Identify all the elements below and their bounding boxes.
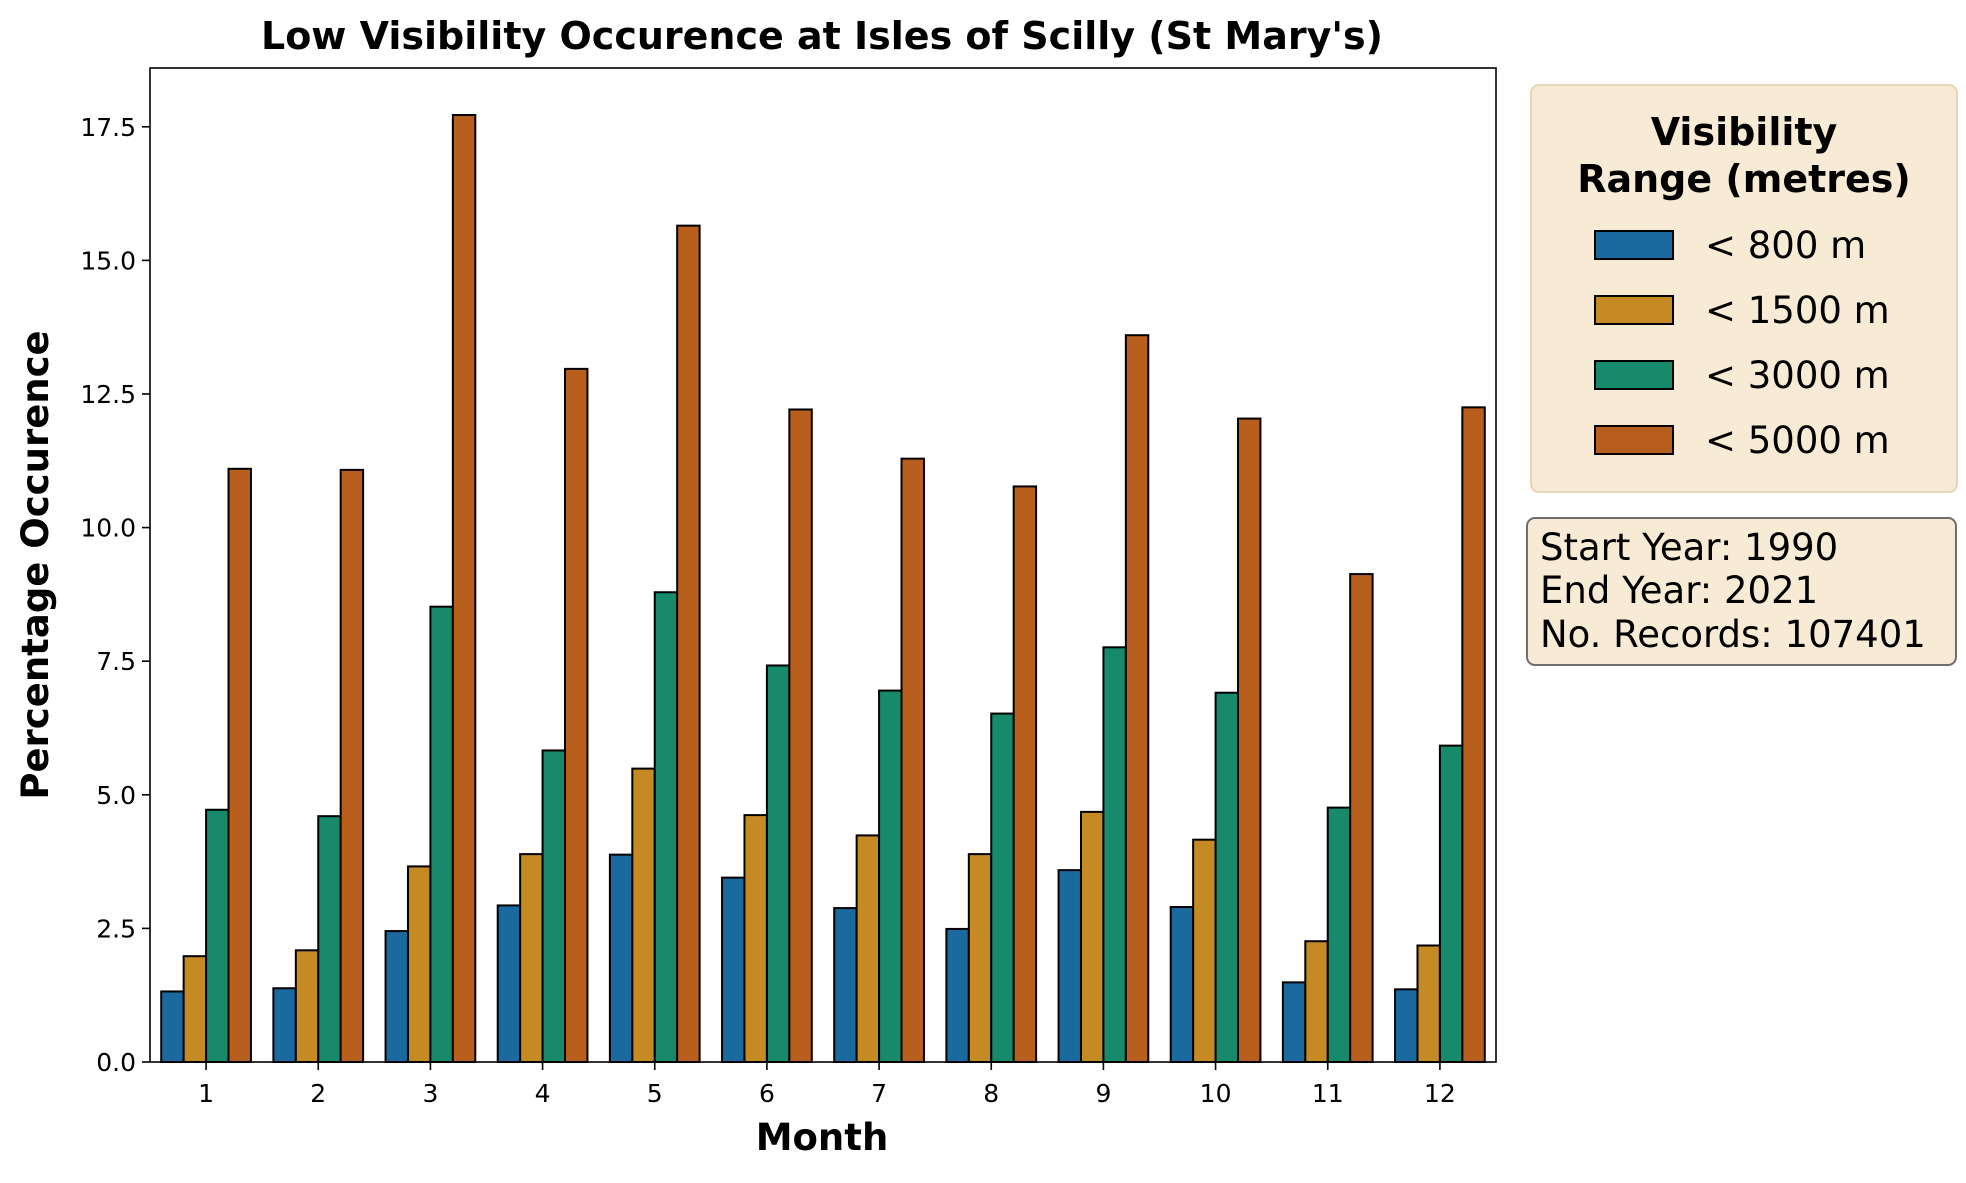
legend-title-line-2: Range (metres): [1577, 157, 1911, 201]
y-tick-label: 5.0: [96, 781, 136, 810]
bar-month-11-series-2: [1326, 806, 1352, 1064]
x-tick-label: 1: [198, 1079, 214, 1108]
y-tick-label: 12.5: [80, 380, 136, 409]
x-axis-label: Month: [756, 1116, 889, 1159]
bar-month-5-series-1: [631, 767, 656, 1063]
bar-month-7-series-3: [900, 457, 925, 1063]
bar-month-9-series-1: [1079, 810, 1105, 1064]
bar-month-1-series-2: [205, 808, 230, 1064]
x-tick-label: 8: [983, 1079, 999, 1108]
bar-month-2-series-2: [317, 815, 342, 1064]
bar-month-10-series-1: [1192, 838, 1217, 1064]
bar-month-3-series-1: [406, 865, 432, 1063]
info-record-count: No. Records: 107401: [1540, 613, 1926, 656]
bar-month-1-series-0: [160, 990, 185, 1064]
x-axis: 1 2 3 4 5 6 7 8 9 10 11 12: [198, 1062, 1456, 1108]
legend-label-0: < 800 m: [1705, 224, 1866, 267]
plot-area-frame: [149, 67, 1497, 1063]
bar-month-4-series-2: [541, 749, 567, 1063]
bar-month-2-series-0: [272, 987, 297, 1063]
x-tick-label: 3: [422, 1079, 438, 1108]
bar-month-2-series-3: [339, 468, 365, 1064]
bar-month-1-series-3: [227, 467, 252, 1063]
legend-items: < 800 m < 1500 m < 3000 m < 5000 m: [1594, 224, 1890, 462]
legend-swatch-2: [1594, 360, 1674, 390]
y-tick-label: 0.0: [96, 1048, 136, 1077]
bar-month-9-series-0: [1057, 869, 1082, 1064]
bar-month-11-series-0: [1281, 981, 1307, 1063]
y-tick-label: 15.0: [80, 246, 136, 275]
x-tick-label: 7: [871, 1079, 887, 1108]
bar-month-3-series-0: [384, 930, 409, 1063]
bar-month-8-series-2: [990, 712, 1015, 1064]
bar-month-6-series-1: [743, 814, 768, 1063]
bar-month-3-series-3: [451, 114, 477, 1063]
bar-month-10-series-3: [1237, 417, 1262, 1064]
bars-group: [160, 114, 1486, 1064]
bar-month-8-series-3: [1012, 485, 1038, 1063]
legend-swatch-1: [1594, 295, 1674, 325]
x-tick-label: 10: [1200, 1079, 1232, 1108]
x-tick-label: 5: [647, 1079, 663, 1108]
legend-label-2: < 3000 m: [1705, 354, 1890, 397]
bar-month-1-series-1: [182, 955, 208, 1063]
bar-month-7-series-0: [833, 907, 858, 1064]
x-tick-label: 4: [535, 1079, 551, 1108]
info-box: Start Year: 1990 End Year: 2021 No. Reco…: [1526, 517, 1957, 666]
x-tick-label: 12: [1424, 1079, 1456, 1108]
legend-swatch-3: [1594, 425, 1674, 455]
bar-month-6-series-3: [788, 408, 813, 1063]
legend-label-1: < 1500 m: [1705, 289, 1890, 332]
bar-month-9-series-2: [1102, 646, 1127, 1064]
y-tick-label: 17.5: [80, 113, 136, 142]
info-box-background: [1526, 517, 1957, 666]
bar-month-12-series-2: [1438, 744, 1464, 1064]
bar-month-12-series-3: [1461, 406, 1486, 1063]
info-start-year: Start Year: 1990: [1540, 526, 1838, 569]
y-tick-label: 7.5: [96, 647, 136, 676]
x-tick-label: 9: [1095, 1079, 1111, 1108]
bar-month-11-series-1: [1304, 940, 1329, 1063]
bar-month-5-series-0: [608, 853, 634, 1064]
x-tick-label: 11: [1312, 1079, 1344, 1108]
bar-month-8-series-1: [967, 853, 993, 1063]
bar-month-12-series-0: [1394, 988, 1419, 1064]
chart-title: Low Visibility Occurence at Isles of Sci…: [261, 14, 1383, 58]
x-tick-label: 6: [759, 1079, 775, 1108]
y-axis: 0.0 2.5 5.0 7.5 10.0 12.5 15.0 17.5: [80, 113, 150, 1077]
bar-month-4-series-0: [496, 904, 522, 1063]
bar-month-9-series-3: [1124, 334, 1150, 1064]
info-end-year: End Year: 2021: [1540, 569, 1818, 612]
bar-month-10-series-2: [1214, 691, 1240, 1063]
bar-month-7-series-1: [855, 834, 881, 1064]
y-tick-label: 2.5: [96, 914, 136, 943]
bar-month-10-series-0: [1169, 906, 1195, 1063]
bar-month-2-series-1: [294, 949, 320, 1063]
bar-month-8-series-0: [945, 927, 970, 1063]
legend-background: [1530, 84, 1958, 493]
bar-month-7-series-2: [878, 689, 903, 1063]
legend-label-3: < 5000 m: [1705, 419, 1890, 462]
legend-title-line-1: Visibility: [1651, 110, 1838, 154]
bar-month-4-series-1: [519, 853, 544, 1063]
legend: Visibility Range (metres) < 800 m < 1500 …: [1530, 84, 1958, 493]
bar-month-11-series-3: [1349, 573, 1374, 1063]
bar-month-6-series-2: [765, 664, 791, 1063]
bar-month-6-series-0: [721, 876, 746, 1063]
bar-month-5-series-2: [653, 591, 679, 1063]
bar-month-5-series-3: [676, 224, 701, 1064]
y-tick-label: 10.0: [80, 514, 136, 543]
bar-month-12-series-1: [1416, 944, 1441, 1063]
bar-month-4-series-3: [564, 367, 589, 1063]
x-tick-label: 2: [310, 1079, 326, 1108]
legend-swatch-0: [1594, 230, 1674, 260]
bar-month-3-series-2: [429, 605, 454, 1064]
y-axis-label: Percentage Occurence: [14, 330, 57, 799]
